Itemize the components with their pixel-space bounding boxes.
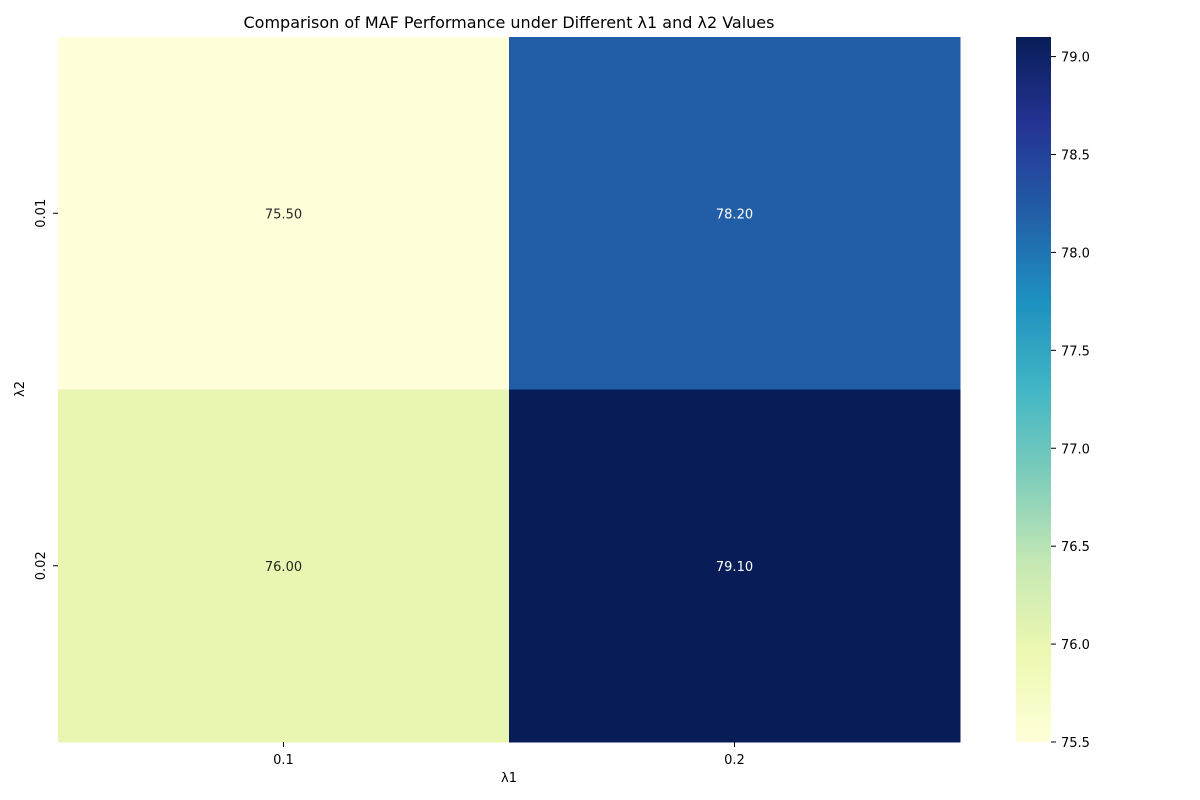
cell-value-label: 75.50	[265, 207, 302, 222]
colorbar-tick-label: 79.0	[1061, 51, 1090, 66]
cell-value-label: 76.00	[265, 560, 302, 575]
chart-title: Comparison of MAF Performance under Diff…	[244, 13, 775, 32]
heatmap-cell	[509, 389, 961, 743]
colorbar-tick-label: 78.0	[1061, 246, 1090, 261]
colorbar-tick-label: 77.0	[1061, 442, 1090, 457]
x-tick-label: 0.2	[724, 753, 745, 768]
x-axis-label: λ1	[501, 771, 517, 786]
colorbar	[1016, 37, 1051, 742]
y-tick-label: 0.02	[34, 551, 49, 580]
y-axis-label: λ2	[13, 381, 28, 397]
y-axis-ticks: 0.01 0.02	[34, 199, 58, 580]
colorbar-tick-label: 75.5	[1061, 736, 1090, 751]
y-tick-label: 0.01	[34, 199, 49, 228]
heatmap-cells: 75.50 78.20 76.00 79.10	[58, 37, 961, 743]
colorbar-tick-label: 76.5	[1061, 540, 1090, 555]
x-tick-label: 0.1	[273, 753, 294, 768]
colorbar-ticks: 75.5 76.0 76.5 77.0 77.5 78.0 78.5 79.0	[1051, 51, 1090, 751]
colorbar-tick-label: 76.0	[1061, 638, 1090, 653]
colorbar-tick-label: 77.5	[1061, 344, 1090, 359]
heatmap-cell	[509, 37, 961, 390]
colorbar-tick-label: 78.5	[1061, 149, 1090, 164]
heatmap-cell	[58, 389, 510, 743]
x-axis-ticks: 0.1 0.2	[273, 742, 745, 768]
heatmap-cell	[58, 37, 510, 390]
cell-value-label: 78.20	[716, 207, 753, 222]
cell-value-label: 79.10	[716, 560, 753, 575]
